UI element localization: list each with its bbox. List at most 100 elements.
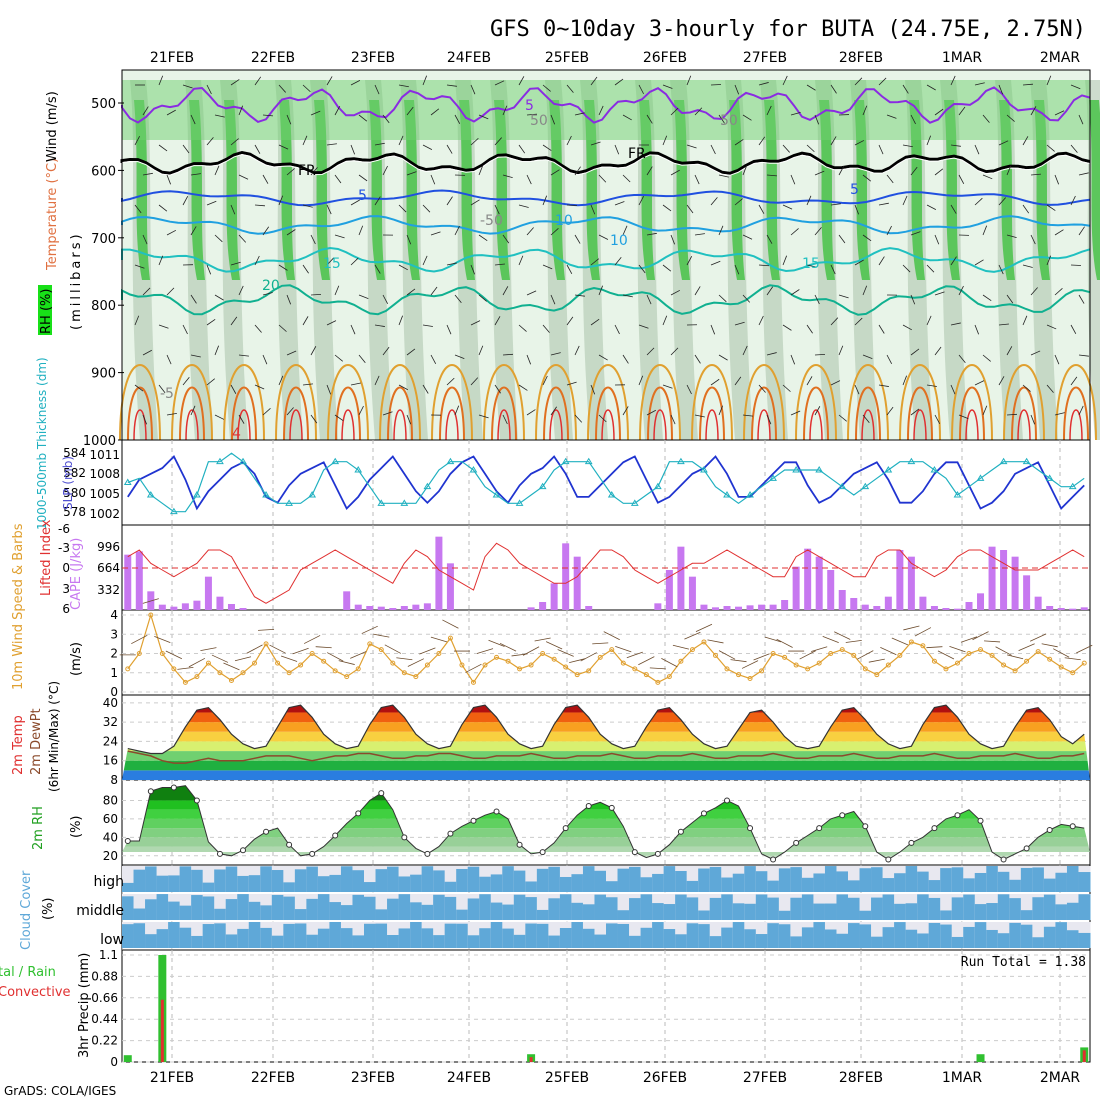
lifted-index-line — [127, 542, 1085, 604]
wind-barb — [854, 140, 865, 146]
thickness-point — [630, 499, 639, 506]
wind-barb — [470, 320, 481, 326]
wind-barb-10m — [569, 658, 586, 664]
wind-barb — [766, 352, 777, 356]
wind-barb — [398, 384, 408, 391]
wind-barb — [758, 315, 764, 326]
wind-speed-point — [597, 654, 603, 660]
rh-swatch — [38, 285, 52, 335]
cloud-block — [410, 902, 423, 920]
wind-barb — [326, 384, 332, 395]
wind-barb-10m — [350, 651, 367, 659]
wind-barb — [166, 354, 172, 365]
wind-barb — [862, 285, 868, 296]
cloud-level-middle: middle — [76, 903, 124, 919]
cloud-block — [894, 922, 907, 948]
cape-bar — [953, 608, 961, 610]
dewpoint-line — [127, 750, 1085, 764]
wind-barb — [718, 174, 729, 178]
wind-barb — [182, 144, 190, 154]
wind-barb — [406, 288, 416, 296]
cloud-block — [421, 866, 434, 892]
bottom-date-label: 1MAR — [942, 1070, 983, 1086]
wind-barb-10m — [937, 650, 955, 660]
cloud-block — [398, 894, 411, 920]
wind-barb — [742, 345, 748, 356]
wind-barb-10m — [1018, 643, 1035, 652]
wind-speed-point — [482, 662, 488, 668]
wind-barb-10m — [926, 646, 943, 649]
run-total: Run Total = 1.38 — [961, 955, 1086, 970]
wind-barb — [614, 324, 620, 335]
wind-barb — [422, 144, 433, 150]
wind-barb — [398, 264, 408, 271]
cloud-block — [168, 901, 181, 920]
wind-speed-point — [954, 660, 960, 666]
wind-barb — [590, 384, 596, 395]
cape-bar — [227, 604, 235, 610]
wind-speed-point — [1035, 649, 1041, 655]
temp-ylabel: Temperature (°C) — [45, 158, 60, 271]
cloud-block — [375, 923, 388, 948]
cape-bar — [1046, 606, 1054, 610]
wind-barb — [598, 234, 609, 240]
contour-25 — [587, 364, 629, 441]
li-ylabel: Lifted Index — [39, 519, 54, 596]
wind-barb-10m — [177, 666, 194, 670]
cloud-block — [709, 897, 722, 920]
cloud-block — [202, 896, 215, 920]
cape-tick-label: 332 — [97, 583, 120, 597]
wind-speed-point — [609, 647, 615, 653]
cloud-block — [606, 881, 619, 892]
contour-label: 5 — [850, 182, 859, 198]
wind-barb — [278, 195, 284, 206]
contour-30 — [439, 386, 465, 441]
wind-barb — [214, 414, 225, 420]
wind-speed-point — [666, 674, 672, 680]
contour-label: -50 — [480, 213, 503, 229]
wind-speed-point — [125, 666, 131, 672]
wind-speed-point — [678, 658, 684, 664]
cape-bar — [827, 570, 835, 610]
contour-label: 10 — [555, 213, 573, 229]
contour-freezing-inner — [121, 153, 1091, 176]
wind-barb-10m — [280, 655, 298, 662]
cloud-block — [686, 880, 699, 892]
cloud-block — [410, 922, 423, 948]
rh-column-core — [944, 100, 960, 280]
wind-barb — [430, 174, 436, 185]
wind-barb — [814, 170, 825, 176]
rh-column-core — [314, 100, 330, 280]
wind-barb — [638, 324, 649, 329]
wind-barb — [1030, 350, 1041, 356]
cloud-block — [963, 926, 976, 948]
cloud-block — [248, 922, 261, 948]
wind-barb — [806, 195, 812, 206]
cloud-block — [513, 934, 526, 948]
cape-bar — [665, 570, 673, 610]
wind-barb — [262, 114, 273, 117]
wind-barb — [350, 382, 361, 386]
wind-barb-10m — [718, 650, 736, 660]
wind-barb — [902, 84, 909, 94]
wind-speed-point — [1024, 658, 1030, 664]
wind-speed-point — [217, 670, 223, 676]
wind-speed-point — [759, 668, 765, 674]
cloud-block — [778, 910, 791, 920]
contour-10 — [121, 215, 1091, 235]
wind-barb — [406, 234, 412, 245]
wind-barb — [1022, 264, 1033, 268]
contour-25 — [639, 364, 681, 441]
wind-barb — [526, 290, 537, 296]
cloud-block — [444, 896, 457, 920]
wind-barb — [1006, 114, 1015, 122]
wind-speed-point — [620, 660, 626, 666]
wind-barb-10m — [672, 644, 690, 650]
cloud-block — [525, 897, 538, 920]
cloud-block — [1009, 922, 1022, 948]
wind-barb — [190, 294, 197, 304]
cloud-block — [548, 898, 561, 920]
wind-barb-10m — [661, 657, 678, 668]
cloud-block — [813, 922, 826, 948]
wind-barb-10m — [984, 640, 1001, 643]
